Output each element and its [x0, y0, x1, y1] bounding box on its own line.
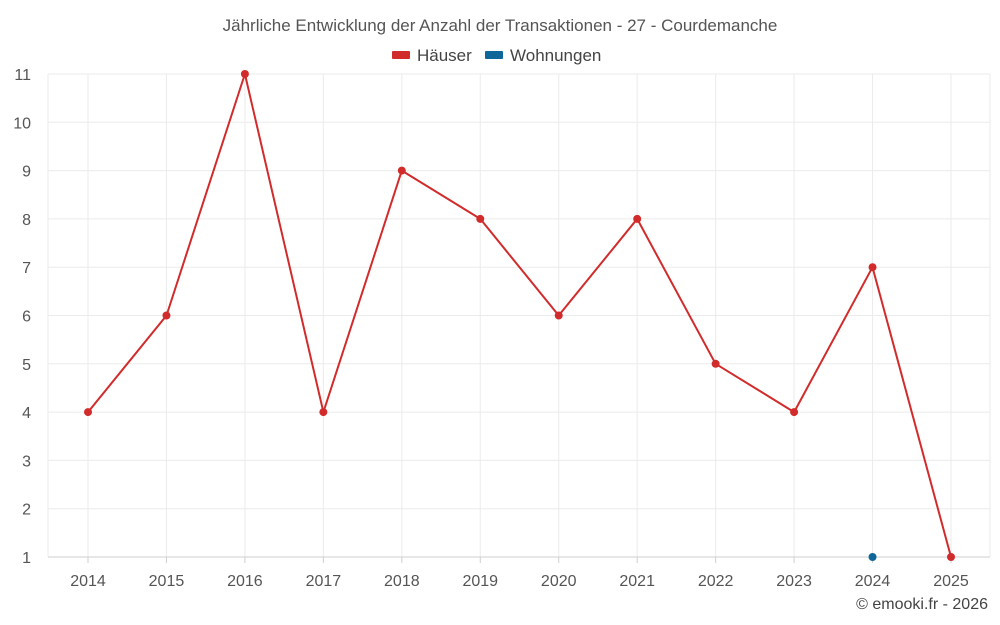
data-point-haeuser	[397, 166, 406, 175]
data-point-haeuser	[711, 359, 720, 368]
legend-swatch-wohnungen	[485, 51, 503, 59]
y-tick-label: 9	[22, 164, 31, 181]
data-point-haeuser	[162, 311, 171, 320]
x-tick-label: 2025	[933, 573, 969, 590]
data-point-haeuser	[240, 70, 249, 78]
x-tick-label: 2014	[70, 573, 106, 590]
y-tick-label: 6	[22, 309, 31, 326]
x-tick-label: 2015	[149, 573, 185, 590]
x-tick-label: 2023	[776, 573, 812, 590]
credit-text: © emooki.fr - 2026	[856, 596, 988, 613]
legend-item-haeuser[interactable]: Häuser	[392, 46, 472, 65]
series	[84, 70, 955, 561]
data-point-haeuser	[947, 553, 955, 561]
y-tick-label: 7	[22, 260, 31, 277]
y-tick-label: 1	[22, 550, 31, 567]
legend-label-haeuser: Häuser	[417, 46, 472, 65]
y-tick-label: 8	[22, 212, 31, 229]
y-tick-label: 4	[22, 405, 31, 422]
data-point-haeuser	[790, 408, 799, 417]
x-tick-label: 2021	[619, 573, 655, 590]
y-tick-label: 5	[22, 357, 31, 374]
data-point-haeuser	[868, 263, 877, 272]
x-tick-label: 2019	[462, 573, 498, 590]
legend-label-wohnungen: Wohnungen	[510, 46, 601, 65]
chart-title: Jährliche Entwicklung der Anzahl der Tra…	[223, 16, 778, 35]
x-tick-label: 2017	[306, 573, 342, 590]
y-tick-label: 10	[13, 115, 31, 132]
data-point-haeuser	[319, 408, 328, 417]
y-tick-label: 2	[22, 502, 31, 519]
legend: Häuser Wohnungen	[392, 46, 601, 65]
data-point-haeuser	[84, 408, 92, 417]
series-line-haeuser	[87, 73, 952, 558]
x-tick-label: 2020	[541, 573, 577, 590]
legend-swatch-haeuser	[392, 51, 410, 59]
x-tick-label: 2022	[698, 573, 734, 590]
x-tick-label: 2016	[227, 573, 263, 590]
x-tick-label: 2024	[855, 573, 891, 590]
axes: 1 2 3 4 5 6 7 8 9 10 11 2014 2015 2016 2017 2018 2019 202…	[13, 67, 990, 590]
data-point-haeuser	[633, 214, 642, 223]
grid	[47, 73, 991, 557]
y-tick-label: 11	[14, 67, 31, 84]
legend-item-wohnungen[interactable]: Wohnungen	[485, 46, 601, 65]
data-point-haeuser	[476, 214, 485, 223]
data-point-wohnungen	[868, 553, 877, 561]
data-point-haeuser	[554, 311, 563, 320]
x-tick-label: 2018	[384, 573, 420, 590]
y-tick-label: 3	[22, 453, 31, 470]
